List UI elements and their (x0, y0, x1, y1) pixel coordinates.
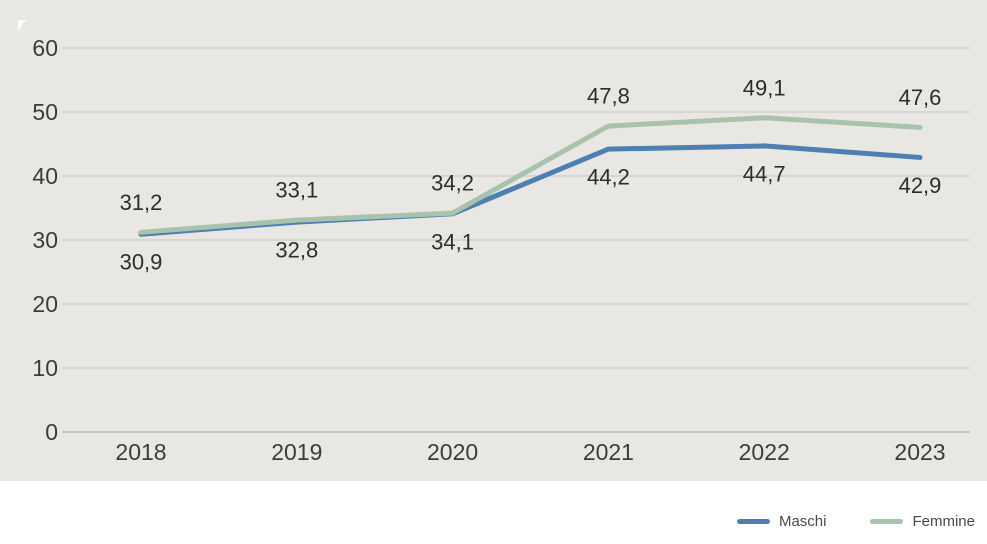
y-tick-label: 30 (32, 227, 58, 253)
data-label-femmine: 34,2 (431, 171, 474, 196)
line-chart-svg: 0 10 20 30 40 50 60 2018 2019 2020 2021 2022 2023 30,… (0, 0, 987, 481)
x-tick-label: 2021 (583, 439, 634, 465)
data-label-femmine: 47,6 (899, 85, 942, 110)
x-tick-label: 2020 (427, 439, 478, 465)
legend-label-maschi: Maschi (778, 512, 827, 530)
y-tick-label: 0 (45, 419, 58, 445)
data-label-femmine: 47,8 (587, 84, 630, 109)
y-tick-label: 10 (32, 355, 58, 381)
x-tick-label: 2023 (894, 439, 945, 465)
x-tick-label: 2019 (271, 439, 322, 465)
x-tick-label: 2018 (115, 439, 166, 465)
legend-item-maschi: Maschi (736, 512, 827, 530)
data-label-maschi: 30,9 (120, 250, 163, 275)
legend: Maschi Femmine (736, 506, 975, 536)
data-label-maschi: 44,2 (587, 165, 630, 190)
series-line-femmine (138, 115, 923, 235)
y-tick-label: 50 (32, 99, 58, 125)
data-label-maschi: 32,8 (275, 238, 318, 263)
y-tick-label: 60 (32, 35, 58, 61)
data-label-femmine: 33,1 (275, 178, 318, 203)
cursor-artifact (18, 20, 27, 32)
data-label-maschi: 42,9 (899, 173, 942, 198)
y-tick-label: 40 (32, 163, 58, 189)
data-label-femmine: 31,2 (120, 190, 163, 215)
data-label-femmine: 49,1 (743, 75, 786, 100)
y-tick-label: 20 (32, 291, 58, 317)
data-label-maschi: 34,1 (431, 229, 474, 254)
legend-swatch-femmine (870, 518, 904, 524)
data-label-maschi: 44,7 (743, 161, 786, 186)
legend-swatch-maschi (736, 518, 770, 524)
legend-label-femmine: Femmine (912, 512, 975, 530)
x-tick-label: 2022 (739, 439, 790, 465)
legend-item-femmine: Femmine (870, 513, 975, 530)
